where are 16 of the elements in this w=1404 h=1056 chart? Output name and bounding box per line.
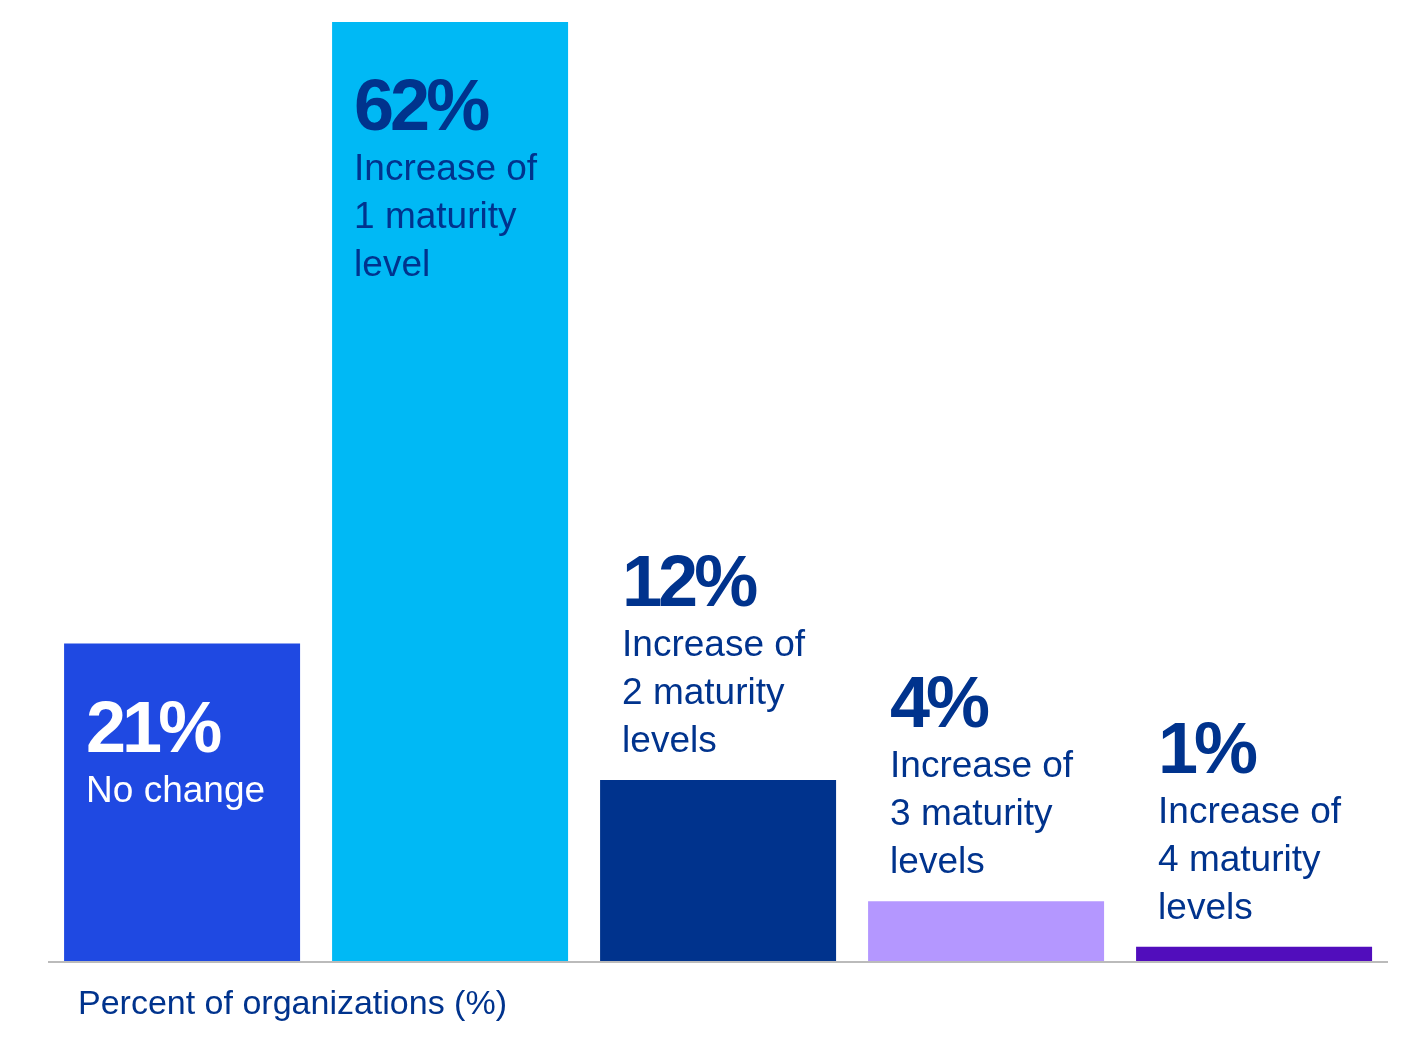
x-tick-label: Increase of 4 maturity levels [1158, 789, 1342, 927]
x-axis-title: Percent of organizations (%) [78, 983, 508, 1022]
bar [600, 780, 837, 962]
x-tick-label: Increase of 3 maturity levels [890, 744, 1074, 882]
bar [64, 643, 301, 962]
bar [332, 22, 569, 962]
data-label: 4% [890, 662, 990, 743]
x-tick-label: Increase of 1 maturity level [354, 147, 538, 284]
data-label: 1% [1158, 707, 1258, 788]
x-tick-label: Increase of 2 maturity levels [622, 623, 806, 761]
data-label: 62% [354, 65, 490, 145]
x-tick-label: No change [86, 768, 266, 810]
bar [868, 901, 1105, 962]
data-label: 21% [86, 686, 222, 767]
data-label: 12% [622, 541, 758, 622]
bar [1136, 946, 1373, 962]
